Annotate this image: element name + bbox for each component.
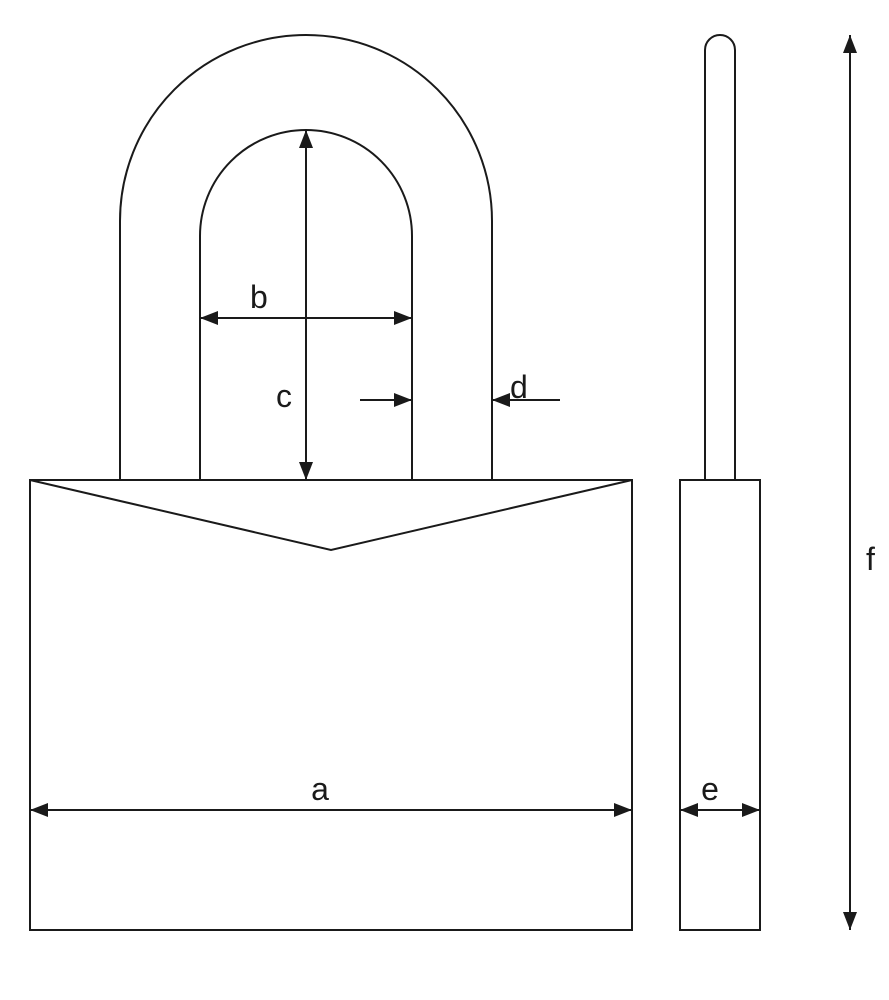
dimension-c: c xyxy=(276,130,306,480)
dimension-annotations: a b c d e f xyxy=(30,35,875,930)
padlock-front-view xyxy=(30,35,632,930)
dimension-label-f: f xyxy=(866,541,875,577)
dimension-label-a: a xyxy=(311,771,329,807)
dimension-label-b: b xyxy=(250,279,268,315)
dimension-d: d xyxy=(360,369,560,405)
dimension-label-e: e xyxy=(701,771,719,807)
dimension-label-c: c xyxy=(276,378,292,414)
dimension-label-d: d xyxy=(510,369,528,405)
padlock-side-view xyxy=(680,35,760,930)
dimension-a: a xyxy=(30,771,632,810)
dimension-f: f xyxy=(850,35,875,930)
dimension-e: e xyxy=(680,771,760,810)
